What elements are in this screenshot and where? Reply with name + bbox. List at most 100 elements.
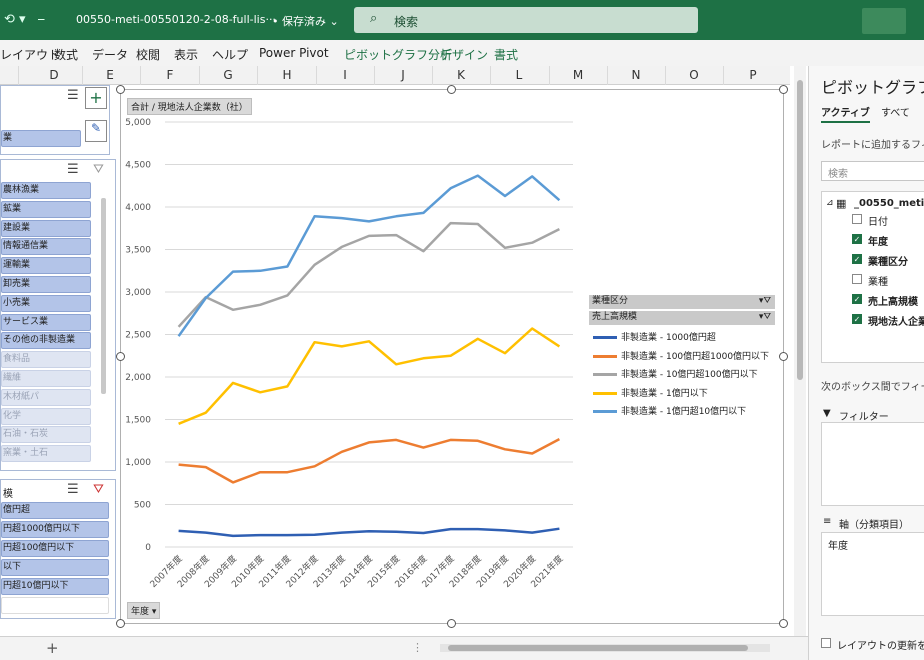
slicer-item[interactable]: 卸売業 — [1, 276, 91, 293]
series-line[interactable] — [177, 174, 561, 337]
slicer-item[interactable]: 建設業 — [1, 219, 91, 237]
column-header[interactable]: N — [631, 68, 641, 82]
slicer-scrollbar[interactable] — [101, 198, 106, 394]
legend-entry[interactable]: 非製造業 - 1億円超10億円以下 — [593, 404, 746, 417]
tab-power-pivot[interactable]: Power Pivot — [259, 46, 329, 60]
slicer-item[interactable]: 繊維 — [1, 370, 91, 387]
resize-handle[interactable] — [447, 85, 456, 94]
slicer-item[interactable]: 小売業 — [1, 294, 91, 312]
field-checkbox[interactable] — [852, 214, 862, 224]
saved-status[interactable]: • 保存済み ⌄ — [272, 15, 339, 28]
multi-select-icon[interactable]: ☰ — [67, 482, 79, 497]
field-checkbox[interactable]: ✓ — [852, 254, 862, 264]
legend-entry[interactable]: 非製造業 - 1億円以下 — [593, 386, 708, 399]
slicer-item[interactable]: サービス業 — [1, 313, 91, 331]
column-header[interactable]: J — [401, 68, 405, 82]
multi-select-icon[interactable]: ☰ — [67, 162, 79, 177]
tab-page-layout[interactable]: レイアウト — [0, 48, 61, 62]
column-header[interactable]: E — [106, 68, 114, 82]
slicer-item[interactable]: その他の非製造業 — [1, 332, 91, 350]
field-checkbox[interactable] — [852, 274, 862, 284]
slicer-item[interactable]: 円超1000億円以下 — [1, 521, 109, 538]
slicer-item[interactable]: 億円超 — [1, 502, 109, 519]
slicer-item[interactable]: 以下 — [1, 559, 109, 576]
legend-entry[interactable]: 非製造業 - 10億円超100億円以下 — [593, 367, 758, 380]
tab-formulas[interactable]: 数式 — [54, 48, 79, 62]
slicer-item[interactable]: 食料品 — [1, 351, 91, 369]
column-header[interactable]: D — [49, 68, 59, 82]
tab-data[interactable]: データ — [92, 48, 129, 62]
horizontal-scrollbar[interactable] — [440, 644, 770, 652]
customize-quick-access-icon[interactable]: ⎯ — [38, 12, 45, 27]
slicer-top[interactable]: ☰ + ✎ 業 — [0, 85, 110, 155]
field-checkbox[interactable]: ✓ — [852, 314, 862, 324]
field-label[interactable]: 年度 — [868, 237, 888, 248]
slicer-item[interactable]: 円超10億円以下 — [1, 578, 109, 595]
filter-dropdown-icon[interactable]: ▾⛛ — [758, 312, 771, 322]
tab-view[interactable]: 表示 — [174, 48, 199, 62]
slicer-item[interactable]: 木材紙パ — [1, 388, 91, 406]
resize-handle[interactable] — [116, 352, 125, 361]
add-sheet-icon[interactable]: + — [46, 639, 59, 657]
resize-handle[interactable] — [447, 619, 456, 628]
tab-format[interactable]: 書式 — [494, 48, 519, 62]
filter-dropdown-icon[interactable]: ▾⛛ — [758, 296, 771, 306]
legend-entry[interactable]: 非製造業 - 1000億円超 — [593, 330, 716, 343]
slicer-sales-size[interactable]: 模 ☰ ⛛ 億円超 円超1000億円以下 円超100億円以下 以下 円超10億円以下 — [0, 479, 116, 619]
resize-handle[interactable] — [779, 352, 788, 361]
field-list[interactable]: ⊿ ▦ _00550_meti_ 日付 ✓ 年度 ✓ 業種区分 業種 ✓ 売上高規模 ✓ 現地法人… — [821, 191, 924, 363]
value-field-button[interactable]: 合計 / 現地法人企業数（社） — [127, 98, 252, 115]
field-checkbox[interactable]: ✓ — [852, 234, 862, 244]
resize-handle[interactable] — [116, 85, 125, 94]
slicer-item[interactable]: 業 — [1, 130, 81, 147]
clear-filter-icon[interactable]: ⛛ — [93, 162, 104, 177]
slicer-item[interactable]: 円超100億円以下 — [1, 540, 109, 557]
collapse-icon[interactable]: ⊿ — [826, 198, 834, 208]
clear-filter-icon[interactable]: ⛛ — [93, 482, 104, 497]
multi-select-icon[interactable]: ☰ — [67, 88, 79, 103]
tab-help[interactable]: ヘルプ — [212, 48, 249, 62]
column-header[interactable]: G — [223, 68, 233, 82]
tab-design[interactable]: デザイン — [440, 48, 489, 62]
column-header[interactable]: M — [572, 68, 584, 82]
slicer-item[interactable]: 鉱業 — [1, 200, 91, 218]
field-label[interactable]: 業種 — [868, 277, 888, 288]
column-header[interactable]: F — [166, 68, 174, 82]
tab-all-fields[interactable]: すべて — [881, 108, 910, 119]
table-name[interactable]: _00550_meti_ — [854, 198, 924, 209]
column-header[interactable]: K — [457, 68, 465, 82]
series-line[interactable] — [178, 327, 561, 425]
resize-handle[interactable] — [116, 619, 125, 628]
field-label[interactable]: 日付 — [868, 217, 888, 228]
slicer-item[interactable]: 石油・石炭 — [1, 426, 91, 444]
tab-pivotchart-analyze[interactable]: ピボットグラフ分析 — [344, 48, 453, 62]
series-line[interactable] — [178, 437, 560, 484]
pivot-chart[interactable]: 合計 / 現地法人企業数（社） 5,000 4,500 4,000 3,500 3,00… — [120, 89, 784, 624]
column-header[interactable]: P — [749, 68, 757, 82]
document-name[interactable]: 00550-meti-00550120-2-08-full-lis··· — [76, 13, 276, 26]
vertical-scrollbar[interactable] — [794, 66, 806, 636]
series-line[interactable] — [178, 527, 560, 538]
brush-icon[interactable]: ✎ — [85, 120, 107, 142]
tab-split-handle-icon[interactable]: ⋮ — [412, 641, 423, 654]
column-header[interactable]: O — [689, 68, 699, 82]
axis-field-button[interactable]: 年度 ▾ — [127, 602, 161, 619]
field-label[interactable]: 業種区分 — [868, 257, 908, 268]
worksheet[interactable]: ☰ + ✎ 業 ☰ ⛛ 農林漁業 鉱業 建設業 情報通信業 運輸業 卸売業 小売業 サービス業… — [0, 85, 790, 635]
legend-entry[interactable]: 非製造業 - 100億円超1000億円以下 — [593, 349, 769, 362]
defer-update-checkbox[interactable] — [821, 638, 831, 648]
slicer-industry[interactable]: ☰ ⛛ 農林漁業 鉱業 建設業 情報通信業 運輸業 卸売業 小売業 サービス業 その他の非製造業… — [0, 159, 116, 471]
column-header[interactable]: L — [515, 68, 523, 82]
undo-icon[interactable]: ⟲ ▾ — [4, 12, 26, 27]
slicer-item[interactable]: 化学 — [1, 407, 91, 425]
axis-field-item[interactable]: 年度 — [828, 541, 848, 552]
series-line[interactable] — [177, 221, 560, 328]
axis-drop-area[interactable]: 年度 — [821, 532, 924, 616]
tab-active-fields[interactable]: アクティブ — [821, 104, 870, 123]
legend-field-sales-size[interactable]: 売上高規模 ▾⛛ — [589, 311, 775, 325]
slicer-item[interactable]: 窯業・土石 — [1, 445, 91, 463]
field-search-input[interactable]: 検索 — [821, 161, 924, 181]
resize-handle[interactable] — [779, 619, 788, 628]
slicer-item[interactable]: 農林漁業 — [1, 182, 91, 199]
tab-review[interactable]: 校閲 — [136, 48, 161, 62]
